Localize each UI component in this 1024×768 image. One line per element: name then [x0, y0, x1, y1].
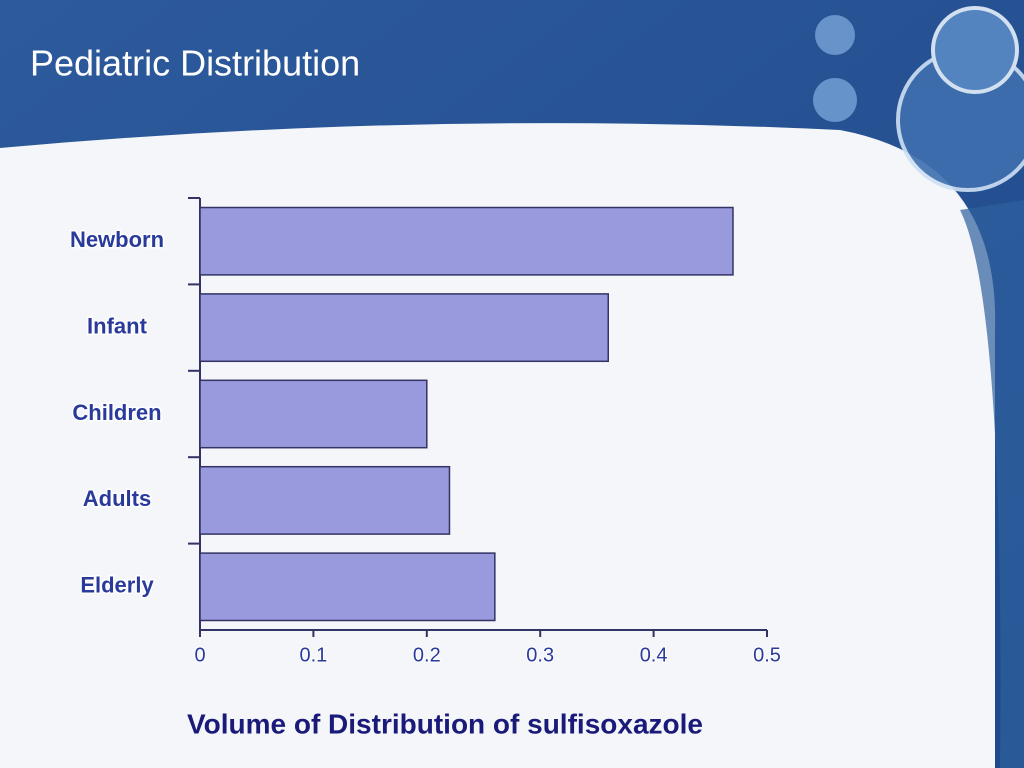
x-tick-label: 0.2 — [413, 644, 441, 666]
x-axis-title: Volume of Distribution of sulfisoxazole — [187, 708, 703, 739]
y-tick-label: Adults — [83, 486, 151, 511]
bar — [199, 293, 609, 363]
x-tick-label: 0.1 — [299, 644, 327, 666]
side-strip — [960, 200, 1024, 768]
y-tick-label: Elderly — [80, 573, 154, 598]
y-tick-label: Newborn — [70, 227, 164, 252]
slide-title: Pediatric Distribution — [30, 43, 360, 84]
stethoscope-decoration — [813, 6, 1024, 192]
bar — [199, 552, 496, 622]
y-tick-label: Infant — [87, 313, 148, 338]
y-tick-label: Children — [72, 400, 161, 425]
bar — [199, 465, 451, 535]
bar — [199, 206, 734, 276]
x-tick-label: 0 — [194, 644, 205, 666]
x-tick-label: 0.5 — [753, 644, 781, 666]
x-tick-label: 0.4 — [640, 644, 668, 666]
bar — [199, 379, 428, 449]
x-tick-label: 0.3 — [526, 644, 554, 666]
